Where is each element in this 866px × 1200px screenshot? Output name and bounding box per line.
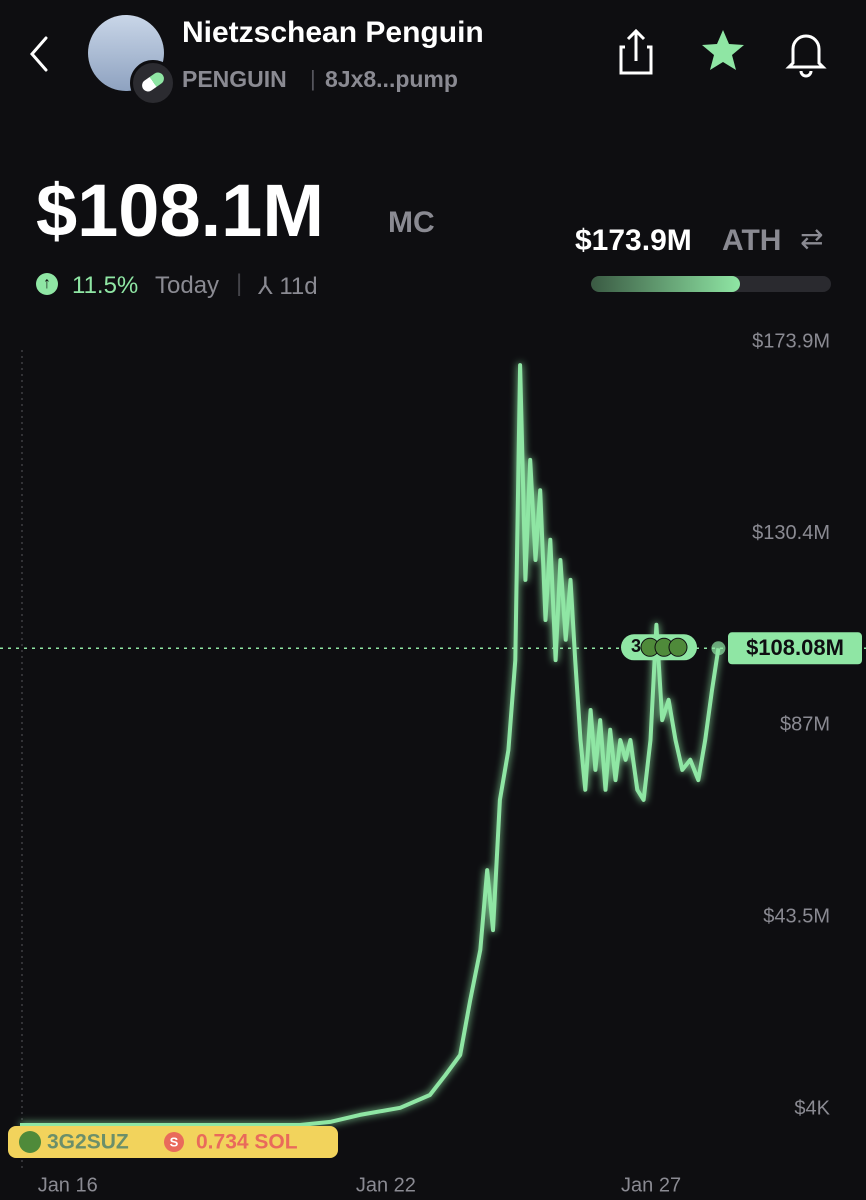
holder-avatar	[668, 637, 688, 657]
holder-count: 3	[631, 636, 641, 656]
price-tag-label: $108.08M	[746, 635, 844, 660]
header-icons	[619, 28, 827, 78]
x-tick-label: Jan 16	[38, 1174, 98, 1196]
y-tick-label: $87M	[780, 714, 830, 736]
pill-badge	[130, 60, 176, 106]
alert-button[interactable]	[785, 34, 827, 78]
token-name: Nietzschean Penguin	[182, 16, 484, 49]
sol-icon: S	[170, 1134, 179, 1149]
y-tick-label: $173.9M	[752, 330, 830, 352]
token-ticker: PENGUIN	[182, 66, 287, 92]
favorite-button[interactable]	[702, 30, 744, 70]
token-age: ⅄ 11d	[258, 273, 318, 300]
current-price-dot	[711, 641, 726, 656]
y-tick-label: $43.5M	[763, 905, 830, 927]
up-icon: ↑	[36, 273, 58, 295]
x-tick-label: Jan 22	[356, 1174, 416, 1196]
trade-amount: 0.734 SOL	[196, 1131, 298, 1154]
divider: |	[310, 66, 316, 91]
back-button[interactable]	[20, 30, 60, 80]
trader-avatar	[19, 1131, 41, 1153]
change-percent: 11.5%	[72, 272, 139, 299]
ath-progress-track	[591, 276, 831, 292]
ath-unit: ATH	[722, 224, 782, 257]
token-address[interactable]: 8Jx8...pump	[325, 66, 458, 92]
y-tick-label: $4K	[794, 1097, 830, 1119]
divider: |	[236, 270, 243, 297]
y-tick-label: $130.4M	[752, 522, 830, 544]
change-period: Today	[155, 272, 220, 299]
share-button[interactable]	[619, 28, 653, 75]
ath-value: $173.9M	[575, 224, 692, 257]
x-tick-label: Jan 27	[621, 1174, 681, 1196]
price-line	[20, 363, 721, 1127]
ath-progress-fill	[591, 276, 741, 292]
swap-button[interactable]: ⇄	[800, 223, 824, 254]
price-tag	[728, 632, 862, 665]
market-cap-unit: MC	[388, 206, 435, 239]
market-cap: $108.1M	[36, 169, 324, 252]
age-text: 11d	[279, 273, 318, 300]
trader-name: 3G2SUZ	[47, 1131, 129, 1154]
sol-icon-bg	[164, 1132, 184, 1152]
